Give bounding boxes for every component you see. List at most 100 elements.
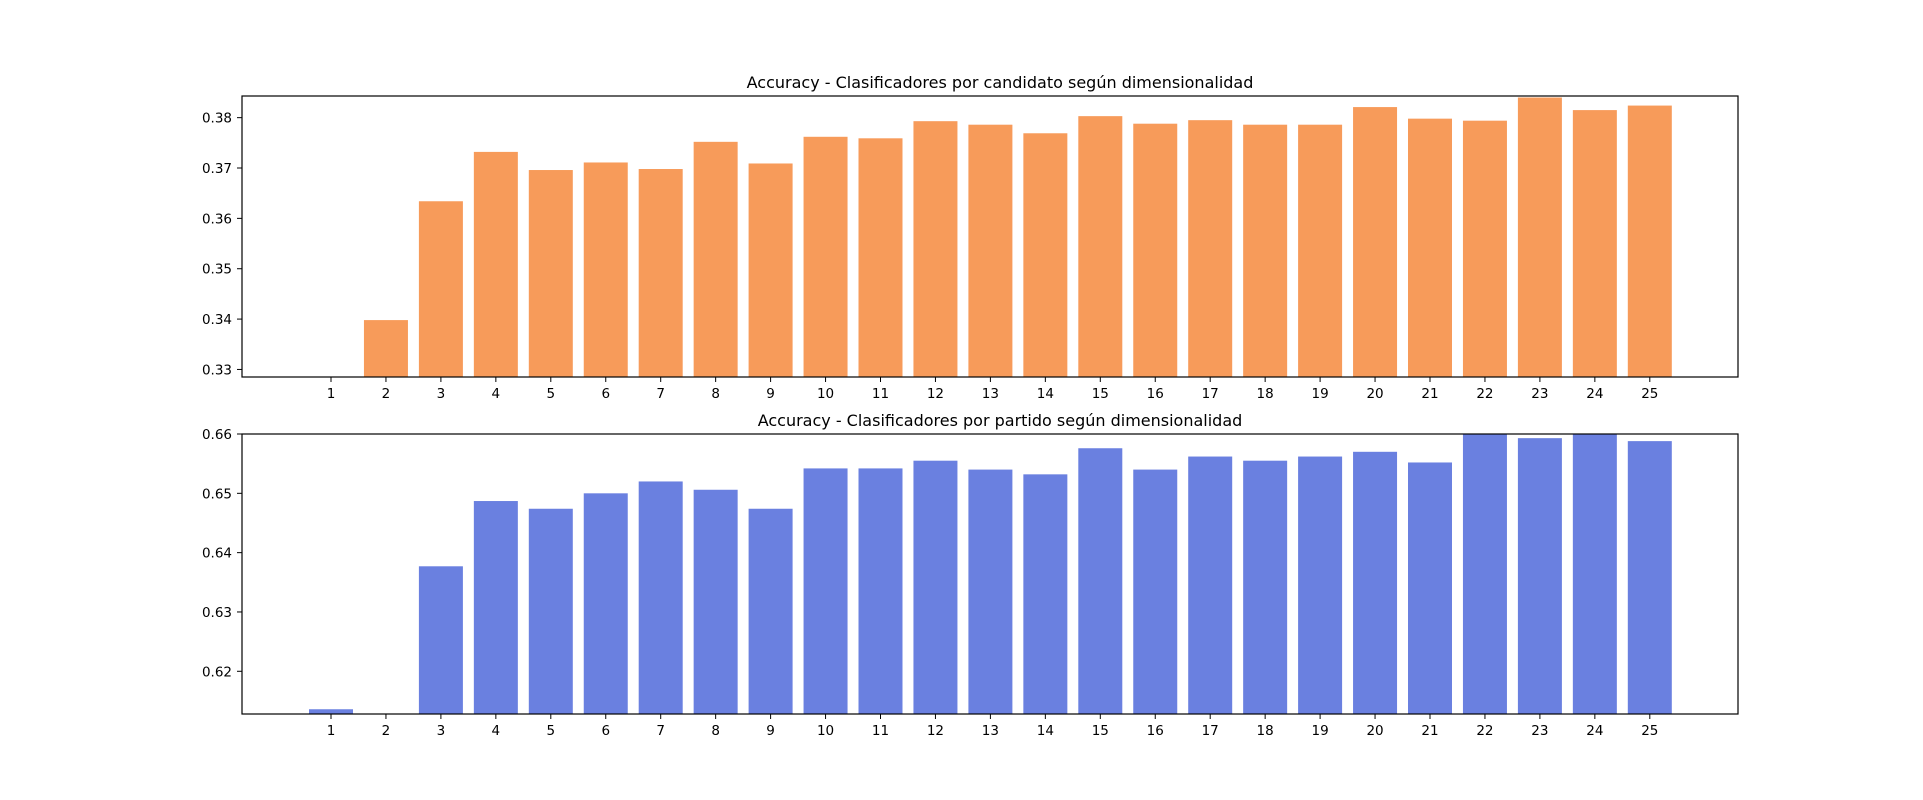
bar-3 [418,566,463,714]
y-tick-label: 0.38 [202,111,232,127]
x-tick-label: 13 [982,386,999,402]
x-tick-label: 6 [601,386,610,402]
x-tick-label: 23 [1531,386,1548,402]
x-tick-label: 25 [1641,386,1658,402]
bar-10 [803,136,848,377]
x-tick-label: 12 [927,386,944,402]
x-tick-label: 9 [766,386,775,402]
x-tick-label: 15 [1092,723,1109,739]
x-tick-label: 11 [872,723,889,739]
y-tick-label: 0.66 [202,427,232,443]
bar-21 [1408,462,1452,714]
chart-title-candidato: Accuracy - Clasificadores por candidato … [747,73,1254,92]
x-tick-label: 14 [1037,723,1054,739]
x-tick-label: 17 [1202,386,1219,402]
bar-13 [968,124,1013,377]
y-tick-label: 0.37 [202,161,232,177]
x-tick-label: 22 [1476,386,1493,402]
bar-12 [913,121,958,378]
x-tick-label: 25 [1641,723,1658,739]
bar-23 [1517,97,1562,377]
x-tick-label: 4 [492,723,501,739]
bar-11 [858,468,903,714]
bar-6 [583,493,628,714]
y-tick-label: 0.64 [202,546,232,562]
plot-area-partido: 1 2 3 4 5 6 7 8 9 10 11 12 13 14 15 16 17 18 19 20 21 22 23 24 2… [202,427,1739,739]
y-tick-label: 0.36 [202,211,232,227]
x-tick-label: 22 [1476,723,1493,739]
x-tick-label: 21 [1421,723,1438,739]
x-tick-label: 21 [1421,386,1438,402]
bar-22 [1462,434,1507,714]
x-tick-label: 14 [1037,386,1054,402]
y-tick-label: 0.63 [202,605,232,621]
x-tick-label: 18 [1257,723,1274,739]
bar-1 [309,709,353,714]
chart-partido: Accuracy - Clasificadores por partido se… [202,411,1739,739]
bar-17 [1188,120,1233,378]
bar-15 [1078,116,1123,377]
y-tick-label: 0.33 [202,362,232,378]
bar-4 [473,151,518,377]
x-tick-label: 11 [872,386,889,402]
x-tick-label: 8 [711,723,720,739]
bar-20 [1353,107,1398,377]
x-tick-label: 4 [492,386,501,402]
x-tick-label: 24 [1586,386,1603,402]
x-tick-label: 10 [817,386,834,402]
bar-19 [1298,124,1343,377]
bar-3 [418,201,463,377]
bar-9 [748,163,793,377]
y-tick-label: 0.35 [202,262,232,278]
x-tick-label: 8 [711,386,720,402]
x-tick-label: 5 [547,386,556,402]
bar-18 [1243,124,1288,377]
bar-10 [803,468,848,714]
x-tick-label: 7 [656,723,665,739]
x-tick-label: 18 [1257,386,1274,402]
bar-17 [1188,456,1233,714]
x-tick-label: 20 [1366,386,1383,402]
bar-24 [1572,110,1617,377]
bar-8 [693,489,738,714]
bar-16 [1133,469,1178,714]
bar-15 [1078,448,1123,714]
x-tick-label: 20 [1366,723,1383,739]
x-tick-label: 13 [982,723,999,739]
y-tick-label: 0.65 [202,486,232,502]
x-tick-label: 3 [437,723,446,739]
x-tick-label: 5 [547,723,556,739]
bar-6 [583,162,628,377]
x-tick-label: 1 [327,723,336,739]
bar-25 [1627,441,1672,714]
x-tick-label: 19 [1312,386,1329,402]
bar-21 [1408,118,1452,377]
bar-20 [1353,451,1398,714]
bar-7 [638,169,683,377]
plot-area-candidato: 1 2 3 4 5 6 7 8 9 10 11 12 13 14 15 16 17 18 19 20 21 22 23 24 2… [202,95,1739,402]
bar-14 [1023,133,1068,377]
x-tick-label: 2 [382,386,391,402]
x-tick-label: 23 [1531,723,1548,739]
x-tick-label: 24 [1586,723,1603,739]
bar-5 [528,508,573,714]
x-tick-label: 10 [817,723,834,739]
y-tick-label: 0.62 [202,664,232,680]
x-tick-label: 2 [382,723,391,739]
x-tick-label: 12 [927,723,944,739]
bar-24 [1572,434,1617,714]
x-tick-label: 16 [1147,386,1164,402]
chart-candidato: Accuracy - Clasificadores por candidato … [202,73,1739,402]
bar-22 [1462,120,1507,378]
bar-2 [363,320,408,377]
x-tick-label: 15 [1092,386,1109,402]
bar-14 [1023,474,1068,714]
chart-title-partido: Accuracy - Clasificadores por partido se… [758,411,1243,430]
bar-7 [638,481,683,714]
x-tick-label: 16 [1147,723,1164,739]
bar-11 [858,138,903,377]
x-tick-label: 7 [656,386,665,402]
bar-8 [693,141,738,377]
bar-9 [748,508,793,714]
